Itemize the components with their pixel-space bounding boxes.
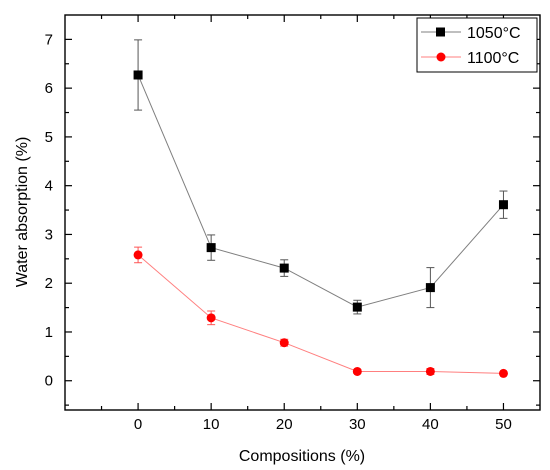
y-tick-label: 1 [45, 324, 53, 341]
legend-box [416, 17, 538, 73]
legend-label-1100: 1100°C [467, 50, 519, 67]
data-point [279, 338, 289, 348]
data-point [352, 366, 362, 376]
y-axis-title: Water absorption (%) [14, 137, 31, 288]
data-point [425, 283, 435, 293]
plot-frame [64, 14, 541, 411]
series-layer [133, 39, 508, 378]
y-tick-label: 5 [45, 129, 53, 146]
y-tick-label: 2 [45, 275, 53, 292]
y-tick-label: 4 [45, 178, 53, 195]
y-tick-label: 3 [45, 226, 53, 243]
data-point [352, 302, 362, 312]
y-tick-label: 7 [45, 31, 53, 48]
data-point [133, 250, 143, 260]
y-tick-label: 0 [45, 373, 53, 390]
x-tick-label: 0 [134, 416, 142, 433]
legend-label-1050: 1050°C [467, 25, 521, 42]
data-point [206, 313, 216, 323]
data-point [206, 243, 216, 253]
data-point [133, 70, 143, 80]
series-line-1 [137, 254, 504, 374]
x-tick-label: 50 [495, 416, 512, 433]
x-axis-title: Compositions (%) [239, 448, 365, 465]
data-point [425, 366, 435, 376]
x-tick-label: 20 [276, 416, 293, 433]
data-point [498, 200, 508, 210]
legend: 1050°C 1100°C [416, 17, 538, 73]
series-line-0 [137, 74, 504, 308]
legend-marker-1100 [436, 52, 446, 62]
y-tick-label: 6 [45, 80, 53, 97]
legend-marker-1050 [436, 27, 445, 37]
x-tick-label: 40 [422, 416, 439, 433]
x-tick-label: 10 [203, 416, 220, 433]
ticks-layer: 0 10 20 30 40 50 0 1 2 3 4 5 6 7 [45, 15, 540, 433]
data-point [279, 263, 289, 273]
data-point [498, 368, 508, 378]
x-tick-label: 30 [349, 416, 366, 433]
